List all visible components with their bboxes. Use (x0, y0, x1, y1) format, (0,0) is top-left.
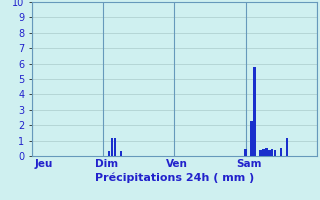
X-axis label: Précipitations 24h ( mm ): Précipitations 24h ( mm ) (95, 173, 254, 183)
Bar (271, 149, 274, 156)
Bar (268, 150, 270, 156)
Bar (274, 150, 276, 156)
Bar (120, 151, 122, 156)
Bar (114, 138, 116, 156)
Bar (259, 150, 262, 156)
Bar (108, 151, 110, 156)
Bar (286, 138, 288, 156)
Bar (265, 148, 268, 156)
Bar (250, 121, 253, 156)
Bar (253, 67, 256, 156)
Bar (262, 149, 265, 156)
Bar (244, 149, 247, 156)
Bar (280, 148, 282, 156)
Bar (111, 138, 113, 156)
